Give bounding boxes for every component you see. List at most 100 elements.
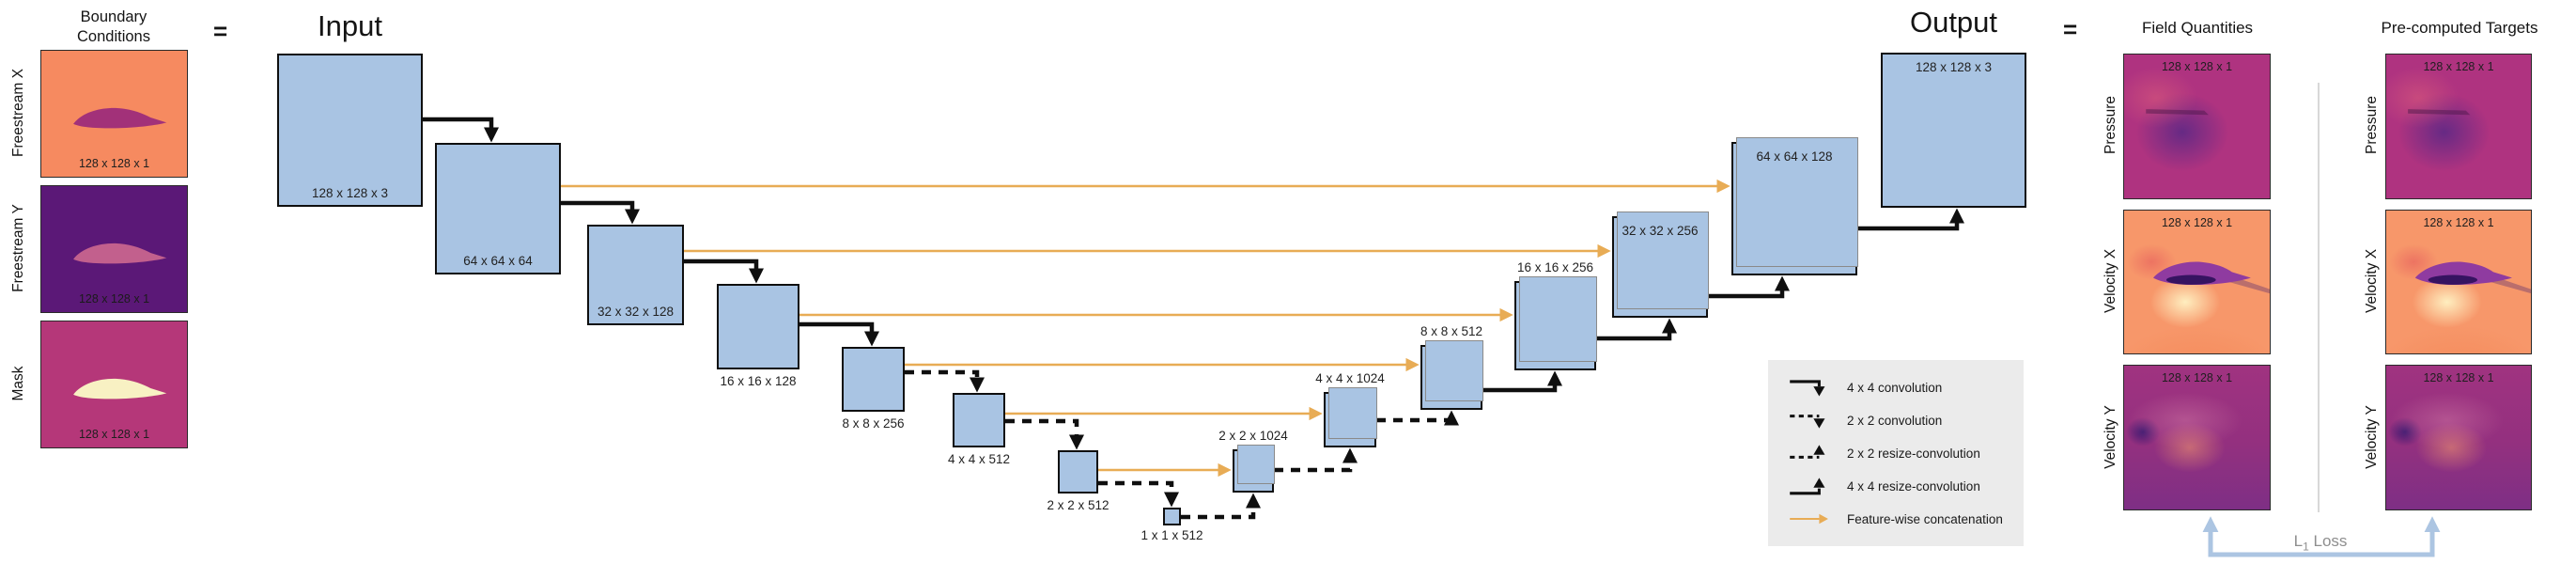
airfoil-shape — [2414, 261, 2531, 294]
resize-conv2-arrow — [1181, 493, 1262, 520]
block-label: 64 x 64 x 64 — [463, 254, 533, 268]
block-label: 16 x 16 x 256 — [1516, 260, 1594, 274]
airfoil-shape — [73, 107, 167, 129]
block-enc-32: 32 x 32 x 128 — [587, 225, 684, 325]
legend-label: 2 x 2 resize-convolution — [1847, 446, 1980, 461]
airfoil-shape — [73, 378, 167, 400]
image-dim: 128 x 128 x 1 — [2161, 216, 2233, 229]
image-dim: 128 x 128 x 1 — [78, 428, 150, 441]
field-velocity-y-label: Velocity Y — [2103, 405, 2118, 469]
field-velocity-x-image: 128 x 128 x 1 — [2123, 210, 2271, 354]
block-label: 4 x 4 x 512 — [947, 452, 1011, 466]
block-enc-64: 64 x 64 x 64 — [435, 143, 561, 274]
legend-row: 2 x 2 resize-convolution — [1768, 441, 2024, 465]
loss-prefix: L — [2293, 532, 2304, 550]
block-dec-32: 32 x 32 x 256 — [1612, 212, 1709, 318]
block-label: 8 x 8 x 256 — [842, 416, 905, 431]
resize-conv4-arrow — [1708, 275, 1791, 299]
target-velocity-y-label: Velocity Y — [2364, 405, 2380, 469]
image-dim: 128 x 128 x 1 — [2423, 60, 2494, 73]
airfoil-shape — [2146, 109, 2209, 116]
resize-conv4-arrow — [1857, 208, 1965, 231]
airfoil-shape — [73, 243, 167, 264]
conv4-arrow — [799, 321, 880, 347]
freestream-x-image: 128 x 128 x 1 — [40, 50, 188, 178]
block-label: 2 x 2 x 512 — [1047, 498, 1110, 512]
image-dim: 128 x 128 x 1 — [2423, 216, 2494, 229]
freestream-y-label: Freestream Y — [10, 204, 26, 292]
feature-concat-arrow-icon — [1790, 513, 1828, 525]
image-dim: 128 x 128 x 1 — [2161, 60, 2233, 73]
freestream-y-image: 128 x 128 x 1 — [40, 185, 188, 313]
boundary-conditions-title: Boundary Conditions — [77, 8, 150, 45]
conv2-arrows — [905, 369, 1180, 508]
block-dec-2: 2 x 2 x 1024 — [1218, 429, 1288, 493]
output-title: Output — [1909, 6, 1998, 39]
legend-label: 4 x 4 convolution — [1847, 380, 1943, 395]
legend-row: 4 x 4 resize-convolution — [1768, 474, 2024, 498]
conv2-arrow — [1005, 418, 1085, 450]
equals-sign-left: = — [213, 17, 228, 45]
legend-label: Feature-wise concatenation — [1847, 511, 2003, 526]
legend-label: 2 x 2 convolution — [1847, 413, 1943, 428]
block-bottleneck: 1 x 1 x 512 — [1141, 508, 1203, 542]
legend-row: Feature-wise concatenation — [1768, 507, 2024, 531]
l1-loss-bracket — [2202, 516, 2441, 557]
airfoil-shape — [2408, 109, 2471, 116]
field-pressure-image: 128 x 128 x 1 — [2123, 54, 2271, 199]
block-enc-2: 2 x 2 x 512 — [1047, 450, 1110, 512]
legend-label: 4 x 4 resize-convolution — [1847, 478, 1980, 494]
resize4-arrows — [1482, 208, 1965, 393]
concat-arrows — [561, 179, 1730, 478]
field-velocity-y-image: 128 x 128 x 1 — [2123, 365, 2271, 510]
image-dim: 128 x 128 x 1 — [2161, 371, 2233, 384]
block-label: 32 x 32 x 128 — [597, 305, 675, 319]
field-velocity-x-label: Velocity X — [2103, 248, 2118, 314]
conv-2x2-arrow-icon — [1790, 415, 1825, 429]
block-enc-8: 8 x 8 x 256 — [842, 347, 905, 431]
block-dec-16: 16 x 16 x 256 — [1514, 260, 1597, 370]
loss-subscript: 1 — [2303, 540, 2309, 554]
block-output: 128 x 128 x 3 — [1881, 53, 2026, 208]
block-label: 64 x 64 x 128 — [1756, 149, 1833, 164]
block-dec-4: 4 x 4 x 1024 — [1315, 371, 1385, 447]
image-dim: 128 x 128 x 1 — [78, 292, 150, 306]
pre-computed-targets-title: Pre-computed Targets — [2381, 19, 2538, 37]
target-velocity-y-image: 128 x 128 x 1 — [2385, 365, 2532, 510]
resize-conv4-arrow — [1596, 318, 1678, 341]
block-label: 1 x 1 x 512 — [1141, 528, 1203, 542]
resize-conv4-arrow — [1482, 370, 1563, 393]
resize-conv-2x2-arrow-icon — [1790, 445, 1825, 459]
target-velocity-x-label: Velocity X — [2364, 248, 2380, 314]
target-pressure-image: 128 x 128 x 1 — [2385, 54, 2532, 199]
resize2-arrows — [1181, 410, 1460, 520]
conv-4x4-arrow-icon — [1790, 380, 1825, 397]
block-dec-8: 8 x 8 x 512 — [1420, 324, 1483, 410]
block-enc-4: 4 x 4 x 512 — [948, 393, 1010, 466]
loss-suffix: Loss — [2313, 532, 2348, 550]
legend: 4 x 4 convolution 2 x 2 convolution 2 x … — [1768, 360, 2024, 546]
legend-row: 4 x 4 convolution — [1768, 375, 2024, 400]
block-label: 8 x 8 x 512 — [1420, 324, 1483, 338]
conv4-arrow — [561, 200, 641, 225]
equals-sign-right: = — [2063, 15, 2078, 43]
conv2-arrow — [905, 369, 985, 393]
block-label: 4 x 4 x 1024 — [1315, 371, 1385, 385]
conv4-arrow — [423, 117, 500, 143]
resize-conv-4x4-arrow-icon — [1790, 478, 1825, 495]
block-dec-64: 64 x 64 x 128 — [1731, 137, 1858, 275]
mask-label: Mask — [10, 366, 26, 401]
mask-image: 128 x 128 x 1 — [40, 321, 188, 448]
target-velocity-x-image: 128 x 128 x 1 — [2385, 210, 2532, 354]
block-label: 32 x 32 x 256 — [1622, 224, 1699, 238]
freestream-x-label: Freestream X — [10, 69, 26, 157]
target-pressure-label: Pressure — [2364, 95, 2380, 155]
conv4-arrow — [684, 258, 765, 284]
conv2-arrow — [1098, 480, 1180, 508]
field-quantities-title: Field Quantities — [2141, 19, 2254, 37]
field-pressure-label: Pressure — [2103, 95, 2118, 155]
conv4-arrows — [423, 117, 880, 347]
airfoil-shape — [2153, 261, 2270, 294]
